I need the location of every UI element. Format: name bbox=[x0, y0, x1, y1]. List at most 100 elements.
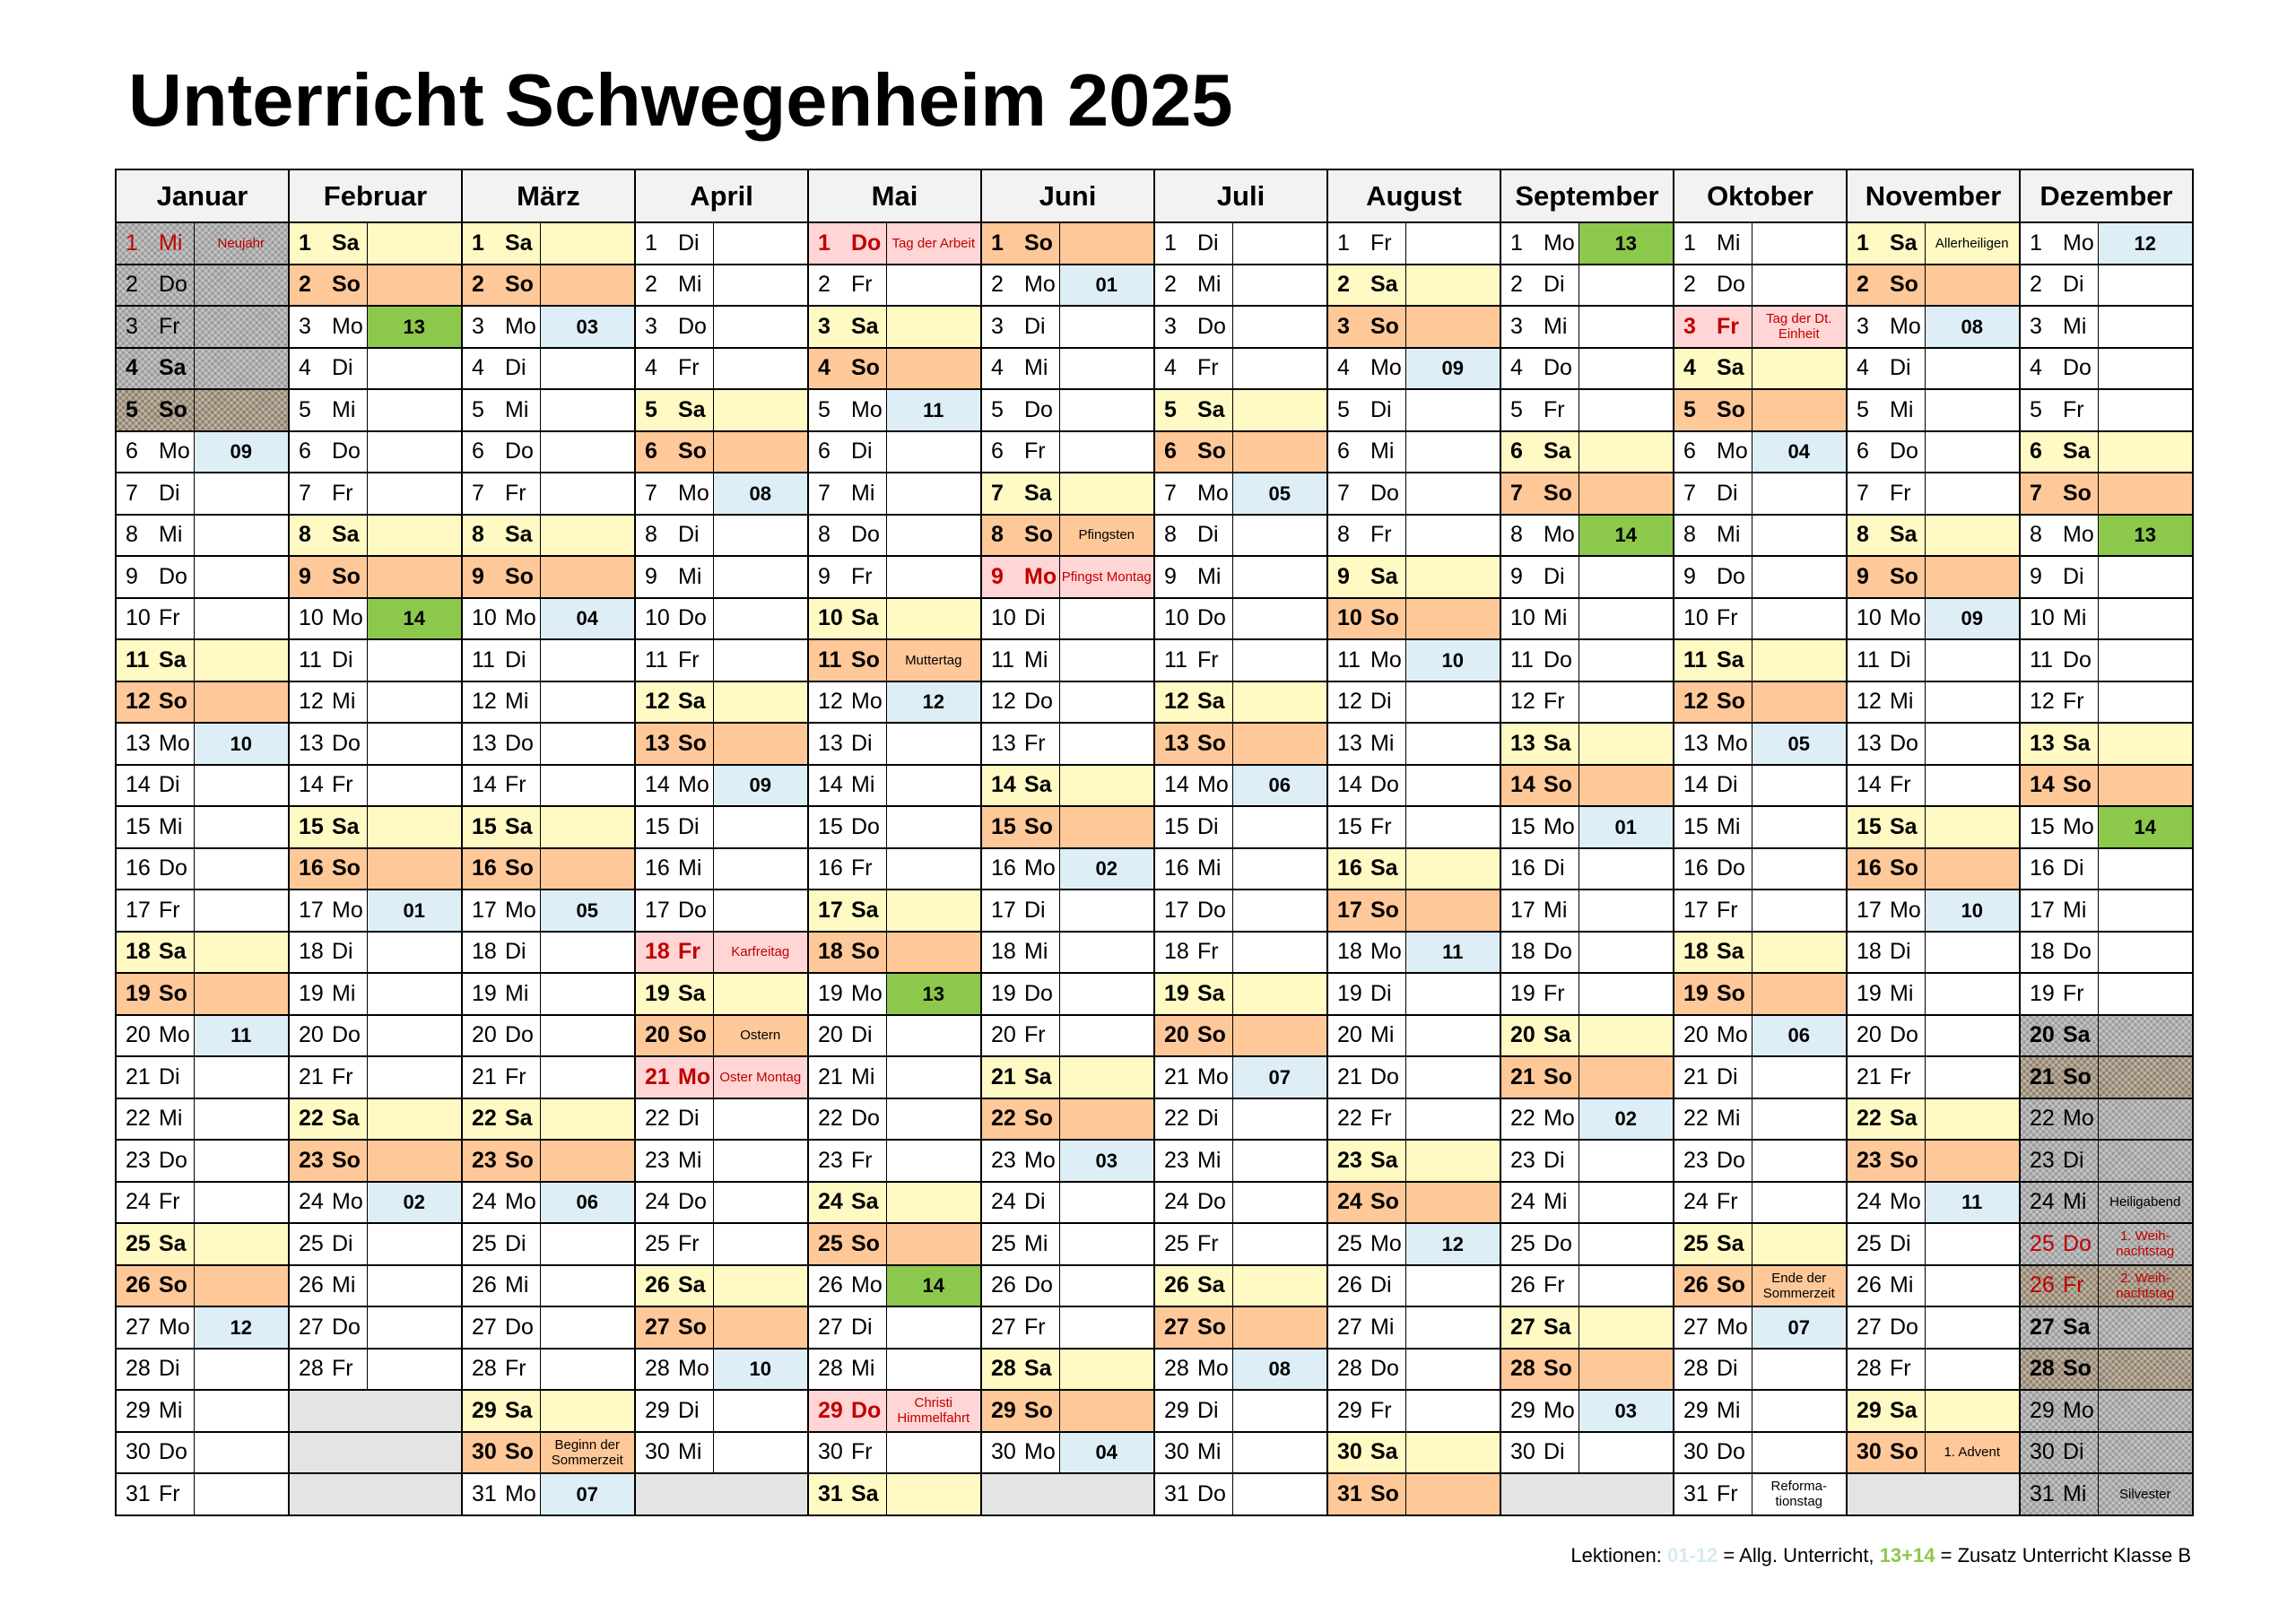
weekday: Do bbox=[159, 855, 187, 881]
day-note bbox=[1058, 638, 1155, 682]
day-row: 18 Sa 18 Di 18 Di 18 Fr Karfreitag 18 So 18 Mi 18 Fr 18… bbox=[115, 930, 2194, 974]
day-note bbox=[193, 846, 290, 890]
day-cell: 22 Fr bbox=[1326, 1097, 1406, 1141]
weekday: Do bbox=[2063, 1230, 2092, 1256]
day-cell: 9 Mi bbox=[1153, 555, 1233, 599]
day-cell: 26 Mi bbox=[1846, 1263, 1926, 1307]
day-note bbox=[1578, 1263, 1674, 1307]
day-cell: 6 So bbox=[634, 430, 714, 473]
day-note bbox=[1405, 763, 1501, 807]
day-number: 10 bbox=[1337, 605, 1362, 631]
day-note bbox=[1231, 555, 1328, 599]
lesson-number: 02 bbox=[366, 1180, 463, 1224]
day-cell: 16 Mi bbox=[634, 846, 714, 890]
day-cell: 3 Do bbox=[1153, 305, 1233, 349]
day-number: 23 bbox=[2030, 1147, 2055, 1173]
day-cell: 28 Do bbox=[1326, 1347, 1406, 1391]
day-number: 13 bbox=[1857, 730, 1882, 756]
weekday: Di bbox=[505, 939, 526, 965]
weekday: Fr bbox=[1197, 1230, 1219, 1256]
weekday: Di bbox=[1890, 1230, 1911, 1256]
day-cell: 7 Fr bbox=[461, 472, 541, 516]
weekday: Do bbox=[1197, 1480, 1226, 1506]
day-number: 21 bbox=[1683, 1063, 1709, 1089]
day-note bbox=[366, 680, 463, 724]
day-cell: 5 Sa bbox=[1153, 388, 1233, 432]
day-number: 14 bbox=[1857, 772, 1882, 798]
weekday: Fr bbox=[1197, 939, 1219, 965]
day-row: 14 Di 14 Fr 14 Fr 14 Mo 09 14 Mi 14 Sa 14 Mo 06 14 Do 14 So… bbox=[115, 763, 2194, 807]
day-note bbox=[1231, 513, 1328, 557]
day-number: 22 bbox=[299, 1106, 324, 1132]
day-number: 13 bbox=[1164, 730, 1189, 756]
day-number: 1 bbox=[2030, 230, 2042, 256]
day-number: 8 bbox=[299, 522, 311, 548]
lesson-number: 09 bbox=[712, 763, 809, 807]
day-number: 8 bbox=[2030, 522, 2042, 548]
weekday: Mo bbox=[505, 1189, 536, 1215]
weekday: Sa bbox=[1890, 813, 1918, 839]
day-note bbox=[2097, 1347, 2194, 1391]
month-header: Juli bbox=[1153, 169, 1328, 223]
day-note bbox=[1924, 846, 2021, 890]
day-cell: 4 Do bbox=[2019, 346, 2099, 390]
day-cell: 14 Fr bbox=[1846, 763, 1926, 807]
weekday: Sa bbox=[1024, 772, 1052, 798]
lesson-number: 11 bbox=[1405, 930, 1501, 974]
day-cell: 29 Do bbox=[807, 1389, 887, 1433]
empty-day-cell bbox=[1500, 1472, 1674, 1516]
day-cell: 21 Mi bbox=[807, 1055, 887, 1099]
day-number: 2 bbox=[472, 272, 484, 298]
weekday: Sa bbox=[1024, 1063, 1052, 1089]
day-row: 2 Do 2 So 2 So 2 Mi 2 Fr 2 Mo 01 2 Mi 2 Sa 2 Di 2 Do 2 So 2 Di bbox=[115, 263, 2194, 307]
day-number: 11 bbox=[1857, 647, 1880, 673]
day-note bbox=[2097, 846, 2194, 890]
weekday: Sa bbox=[159, 647, 187, 673]
weekday: Mo bbox=[1890, 897, 1921, 923]
day-cell: 1 Di bbox=[634, 221, 714, 265]
day-note bbox=[366, 1139, 463, 1183]
day-note bbox=[1058, 722, 1155, 766]
day-number: 28 bbox=[1857, 1356, 1882, 1382]
weekday: Fr bbox=[159, 897, 180, 923]
day-note bbox=[539, 972, 636, 1016]
day-note bbox=[193, 305, 290, 349]
month-header: November bbox=[1846, 169, 2021, 223]
day-cell: 22 Sa bbox=[1846, 1097, 1926, 1141]
day-note bbox=[885, 305, 982, 349]
day-cell: 16 Do bbox=[115, 846, 195, 890]
weekday: Di bbox=[159, 1356, 180, 1382]
day-number: 28 bbox=[1510, 1356, 1535, 1382]
day-number: 23 bbox=[818, 1147, 843, 1173]
weekday: Sa bbox=[505, 1106, 533, 1132]
day-cell: 28 Fr bbox=[1846, 1347, 1926, 1391]
day-row: 5 So 5 Mi 5 Mi 5 Sa 5 Mo 11 5 Do 5 Sa 5 Di 5 Fr 5 So 5 Mi 5 Fr bbox=[115, 388, 2194, 432]
day-number: 9 bbox=[472, 563, 484, 589]
day-number: 3 bbox=[818, 313, 831, 339]
day-number: 9 bbox=[991, 563, 1004, 589]
weekday: Sa bbox=[332, 1106, 360, 1132]
day-note bbox=[2097, 1097, 2194, 1141]
day-row: 6 Mo 09 6 Do 6 Do 6 So 6 Di 6 Fr 6 So 6 Mi 6 Sa 6 Mo 04 6 Do 6 Sa bbox=[115, 430, 2194, 473]
day-cell: 8 Sa bbox=[288, 513, 368, 557]
day-row: 29 Mi 29 Sa 29 Di 29 Do Christi Himmelfahrt 29 So 2… bbox=[115, 1389, 2194, 1433]
day-cell: 17 So bbox=[1326, 889, 1406, 933]
day-number: 29 bbox=[2030, 1397, 2055, 1423]
day-cell: 11 Do bbox=[1500, 638, 1579, 682]
day-number: 4 bbox=[818, 355, 831, 381]
weekday: Do bbox=[1024, 1272, 1053, 1298]
day-note bbox=[885, 1139, 982, 1183]
weekday: Di bbox=[2063, 1439, 2084, 1465]
weekday: Fr bbox=[505, 480, 526, 506]
day-note bbox=[2097, 1389, 2194, 1433]
day-cell: 22 So bbox=[980, 1097, 1060, 1141]
weekday: Di bbox=[1370, 1272, 1392, 1298]
day-note bbox=[539, 221, 636, 265]
day-number: 4 bbox=[1683, 355, 1696, 381]
day-cell: 12 Mi bbox=[1846, 680, 1926, 724]
weekday: Di bbox=[332, 1230, 353, 1256]
day-number: 23 bbox=[1510, 1147, 1535, 1173]
day-cell: 10 Mi bbox=[1500, 596, 1579, 640]
day-cell: 9 Do bbox=[115, 555, 195, 599]
day-note bbox=[366, 430, 463, 473]
